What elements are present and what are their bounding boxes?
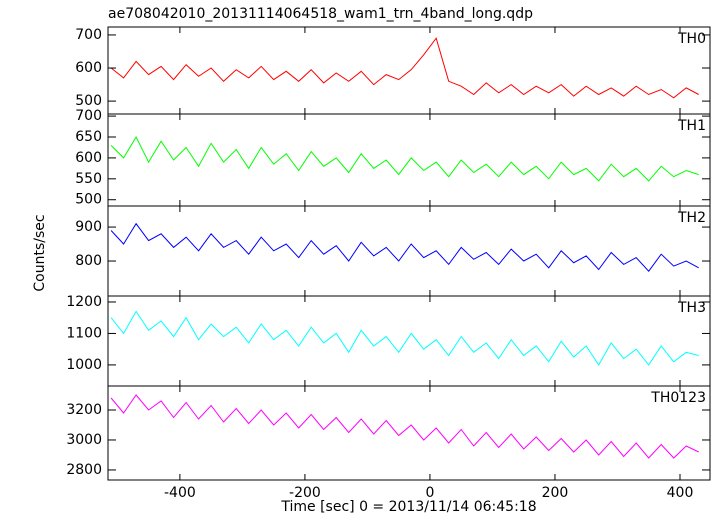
panel-frame (107, 113, 711, 207)
panel-frame (107, 295, 711, 387)
panel-frame (107, 385, 711, 481)
y-tick-label: 500 (75, 93, 102, 109)
light-curve (110, 310, 699, 366)
y-tick-label: 1000 (66, 357, 102, 373)
y-tick-label: 800 (75, 253, 102, 269)
light-curve (110, 222, 699, 272)
y-tick-label: 3000 (66, 432, 102, 448)
x-tick-label: 200 (542, 485, 569, 501)
x-tick-label: 400 (667, 485, 694, 501)
x-axis-label: Time [sec] 0 = 2013/11/14 06:45:18 (280, 499, 536, 515)
y-tick-label: 900 (75, 219, 102, 235)
y-tick-label: 700 (75, 27, 102, 43)
light-curve (110, 37, 699, 99)
y-tick-label: 2800 (66, 462, 102, 478)
panel-label: TH0123 (650, 390, 706, 406)
panel-label: TH2 (677, 210, 706, 226)
x-tick-label: -200 (289, 485, 321, 501)
x-tick-label: -400 (164, 485, 196, 501)
x-tick-label: 0 (425, 485, 434, 501)
y-axis-label: Counts/sec (32, 214, 48, 291)
y-tick-label: 600 (75, 60, 102, 76)
panel-label: TH0 (677, 31, 706, 47)
y-tick-label: 700 (75, 108, 102, 124)
y-tick-label: 650 (75, 129, 102, 145)
y-tick-label: 600 (75, 150, 102, 166)
panel-frame (107, 26, 711, 115)
light-curve (110, 394, 699, 459)
panel-label: TH3 (677, 300, 706, 316)
y-tick-label: 500 (75, 192, 102, 208)
y-tick-label: 3200 (66, 402, 102, 418)
light-curve (110, 135, 699, 182)
y-tick-label: 1100 (66, 325, 102, 341)
chart-title: ae708042010_20131114064518_wam1_trn_4ban… (108, 6, 533, 22)
panel-label: TH1 (677, 118, 706, 134)
y-tick-label: 1200 (66, 294, 102, 310)
y-tick-label: 550 (75, 171, 102, 187)
